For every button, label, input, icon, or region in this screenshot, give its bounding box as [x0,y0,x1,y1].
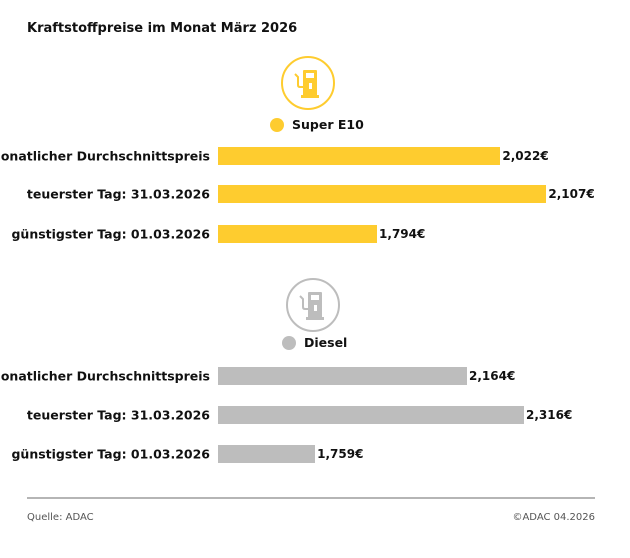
source-note: Quelle: ADAC [27,512,94,523]
legend-swatch [282,335,296,350]
data-label: 1,759€ [317,447,364,461]
category-label: teuerster Tag: 31.03.2026 [26,186,210,202]
bar [218,445,316,463]
bar [218,367,467,385]
data-label: 1,794€ [379,227,426,241]
category-label: teuerster Tag: 31.03.2026 [26,407,210,423]
category-label: Monatlicher Durchschnittspreis [0,148,210,164]
data-label: 2,107€ [548,187,595,201]
legend-label: Diesel [304,335,348,350]
legend-super-e10: Super E10 [270,117,364,132]
chart-title: Kraftstoffpreise im Monat März 2026 [27,21,298,36]
legend-label: Super E10 [292,117,364,132]
data-label: 2,316€ [526,408,573,422]
bar [218,406,524,424]
legend-swatch [270,117,284,132]
category-label: Monatlicher Durchschnittspreis [0,368,210,384]
data-label: 2,164€ [469,369,516,383]
category-label: günstigster Tag: 01.03.2026 [11,446,210,462]
legend-diesel: Diesel [282,335,347,350]
fuel-pump-icon [281,56,335,110]
bar [218,185,547,203]
data-label: 2,022€ [502,149,549,163]
fuel-pump-icon [286,278,340,332]
copyright-note: ©ADAC 04.2026 [512,512,595,523]
bar [218,225,378,243]
divider [27,497,595,499]
bar [218,147,501,165]
category-label: günstigster Tag: 01.03.2026 [11,226,210,242]
